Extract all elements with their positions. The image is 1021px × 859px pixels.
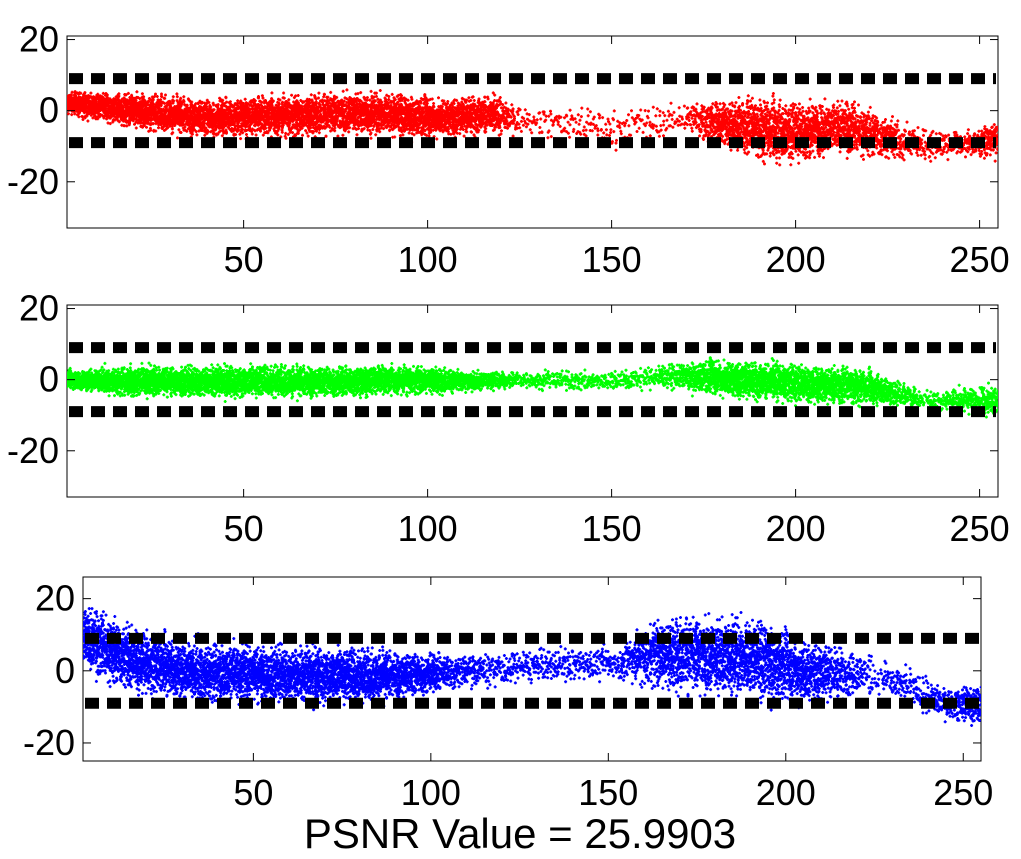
red-x-tick-label: 200 [766, 239, 826, 280]
red-y-tick-label: 0 [39, 90, 59, 131]
red-x-tick-label: 250 [950, 239, 1010, 280]
psnr-caption: PSNR Value = 25.9903 [304, 810, 736, 857]
red-y-tick-label: 20 [19, 19, 59, 60]
blue-y-tick-label: 20 [35, 578, 75, 619]
blue-x-tick-label: 100 [401, 772, 461, 813]
red-x-tick-label: 50 [224, 239, 264, 280]
green-x-tick-label: 50 [224, 508, 264, 549]
green-y-tick-label: 20 [19, 288, 59, 329]
blue-x-tick-label: 150 [578, 772, 638, 813]
red-scatter-points [67, 73, 998, 167]
blue-x-tick-label: 250 [933, 772, 993, 813]
red-scatter-series [67, 88, 998, 167]
blue-x-tick-label: 200 [756, 772, 816, 813]
green-x-tick-label: 150 [582, 508, 642, 549]
blue-x-tick-label: 50 [233, 772, 273, 813]
green-y-tick-label: 0 [39, 359, 59, 400]
green-x-tick-label: 100 [398, 508, 458, 549]
green-scatter-points [67, 342, 998, 419]
red-x-tick-label: 100 [398, 239, 458, 280]
green-x-tick-label: 200 [766, 508, 826, 549]
green-x-tick-label: 250 [950, 508, 1010, 549]
red-y-tick-label: -20 [7, 161, 59, 202]
blue-y-tick-label: -20 [23, 722, 75, 763]
red-x-tick-label: 150 [582, 239, 642, 280]
blue-scatter-points [83, 607, 981, 727]
blue-y-tick-label: 0 [55, 650, 75, 691]
green-scatter-series [67, 356, 998, 419]
green-y-tick-label: -20 [7, 430, 59, 471]
blue-scatter-series [83, 607, 981, 727]
